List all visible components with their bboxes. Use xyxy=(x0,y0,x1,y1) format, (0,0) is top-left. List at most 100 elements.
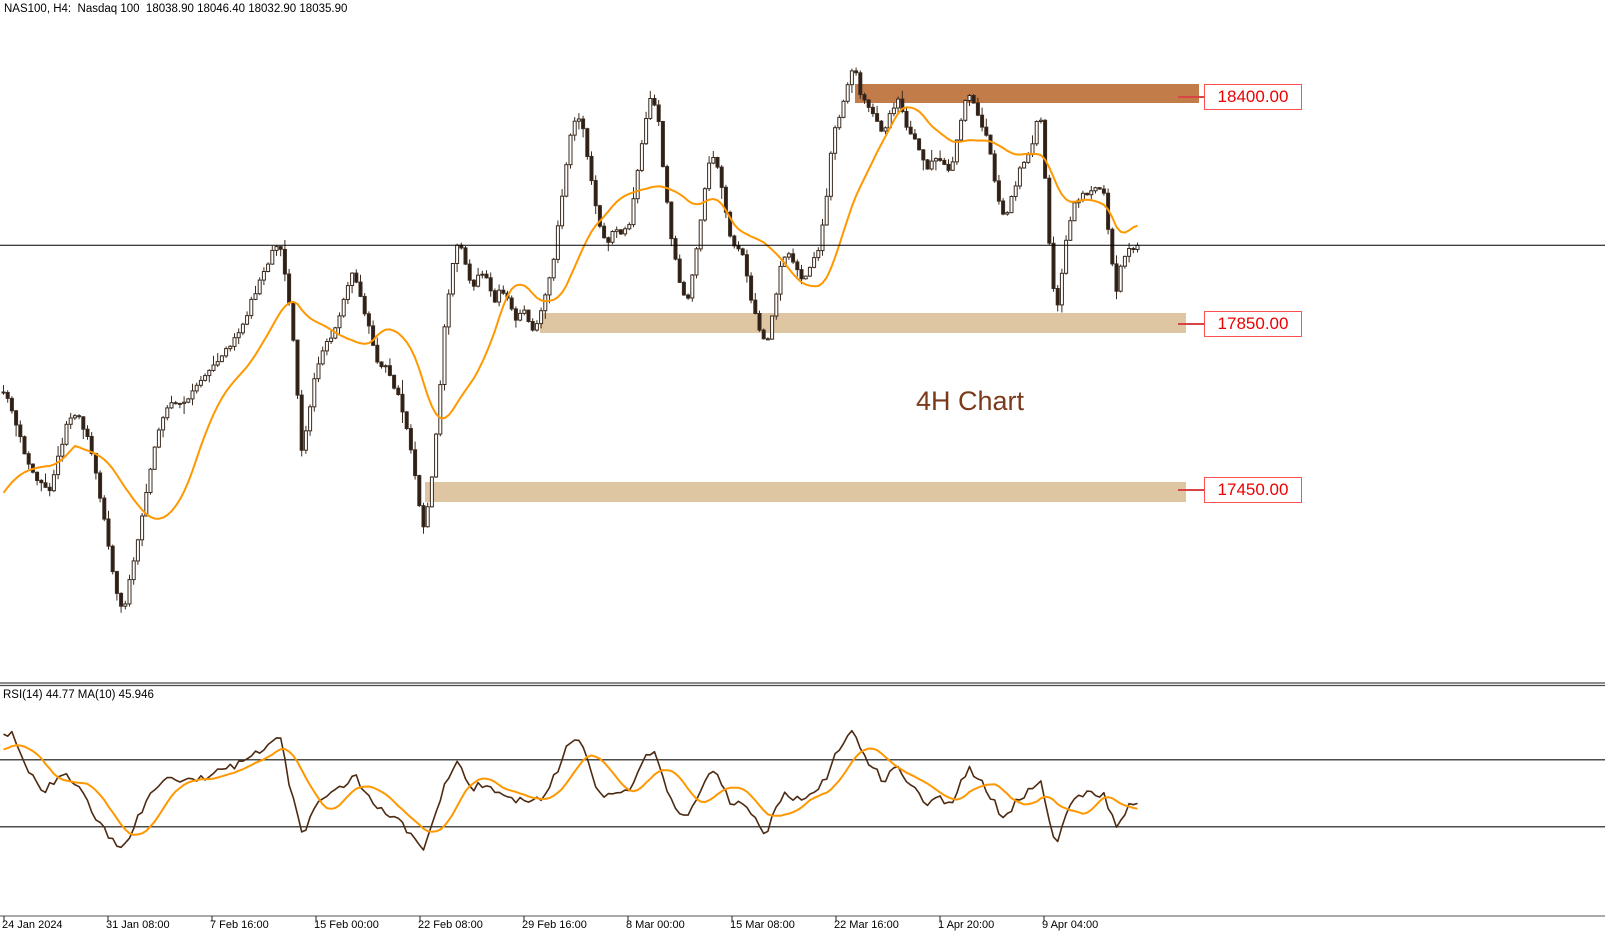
candle xyxy=(396,385,401,396)
candle xyxy=(232,333,237,351)
candle xyxy=(257,277,262,296)
candle xyxy=(371,320,376,347)
candle xyxy=(51,469,56,493)
candle xyxy=(488,272,493,297)
candle xyxy=(854,67,859,76)
price-level-label[interactable]: 18400.00 xyxy=(1204,84,1302,110)
candle xyxy=(1043,119,1048,179)
candle xyxy=(354,269,359,284)
candle xyxy=(270,245,275,265)
candle xyxy=(870,103,875,117)
candle xyxy=(841,99,846,119)
candle xyxy=(539,307,544,329)
candle xyxy=(72,413,77,421)
candle xyxy=(215,353,220,367)
candle xyxy=(98,470,103,503)
candle xyxy=(1114,255,1119,300)
candle xyxy=(207,369,212,383)
candle xyxy=(291,301,296,342)
candle xyxy=(824,188,829,226)
price-level-label[interactable]: 17850.00 xyxy=(1204,311,1302,337)
candle xyxy=(618,229,623,235)
candle xyxy=(614,226,619,238)
time-axis-label: 7 Feb 16:00 xyxy=(210,919,269,931)
candle xyxy=(883,126,888,135)
candle xyxy=(623,226,628,237)
candle xyxy=(938,150,943,162)
candle xyxy=(698,219,703,252)
candle xyxy=(980,107,985,132)
candle xyxy=(240,322,245,336)
time-axis-label: 15 Feb 00:00 xyxy=(314,919,379,931)
candle xyxy=(93,452,98,480)
candle xyxy=(572,117,577,141)
candle xyxy=(845,82,850,104)
chart-annotation-text: 4H Chart xyxy=(915,386,1025,416)
candle xyxy=(581,115,586,138)
candle xyxy=(509,295,514,311)
candle xyxy=(362,293,367,317)
candle xyxy=(1131,246,1136,254)
candle xyxy=(387,358,392,377)
candle xyxy=(946,159,951,173)
candle xyxy=(992,150,997,183)
candle xyxy=(1110,227,1115,267)
candle xyxy=(9,396,14,414)
time-axis-label: 8 Mar 00:00 xyxy=(626,919,685,931)
candle xyxy=(47,483,52,497)
candle xyxy=(631,187,636,228)
candle xyxy=(400,380,405,423)
rsi-ma-line xyxy=(3,744,1138,836)
candle xyxy=(22,435,27,455)
candle xyxy=(858,70,863,99)
candle xyxy=(929,149,934,171)
candle xyxy=(140,513,145,547)
candle xyxy=(39,479,44,492)
price-level-label[interactable]: 17450.00 xyxy=(1204,477,1302,503)
candle xyxy=(1005,211,1010,216)
candle xyxy=(534,320,539,332)
candle xyxy=(996,175,1001,205)
candle xyxy=(18,420,23,443)
candle xyxy=(513,306,518,328)
candle xyxy=(837,114,842,130)
candle xyxy=(442,324,447,391)
candle xyxy=(1076,198,1081,208)
candle xyxy=(1,385,6,395)
candle xyxy=(1017,165,1022,190)
candle xyxy=(236,328,241,345)
candle xyxy=(681,280,686,296)
candle xyxy=(198,376,203,388)
candle xyxy=(665,164,670,205)
candle xyxy=(144,483,149,517)
candle xyxy=(988,134,993,155)
candle xyxy=(392,374,397,390)
candle xyxy=(866,98,871,113)
candle xyxy=(833,125,838,160)
candle xyxy=(501,285,506,295)
candle xyxy=(1013,181,1018,201)
candle xyxy=(320,346,325,366)
candle xyxy=(383,364,388,373)
candle xyxy=(169,395,174,409)
candle xyxy=(975,97,980,117)
candle xyxy=(471,279,476,291)
candle xyxy=(1135,242,1140,253)
candle xyxy=(131,557,136,585)
candle xyxy=(484,270,489,279)
candle xyxy=(358,274,363,298)
candle xyxy=(467,259,472,284)
candle xyxy=(799,264,804,285)
candle xyxy=(576,113,581,130)
candle xyxy=(791,248,796,264)
candle xyxy=(530,318,535,332)
candle xyxy=(135,538,140,565)
candle xyxy=(194,382,199,394)
candle xyxy=(917,138,922,151)
candle xyxy=(1127,242,1132,263)
candle xyxy=(1089,186,1094,200)
candle xyxy=(719,165,724,199)
candle xyxy=(337,312,342,336)
